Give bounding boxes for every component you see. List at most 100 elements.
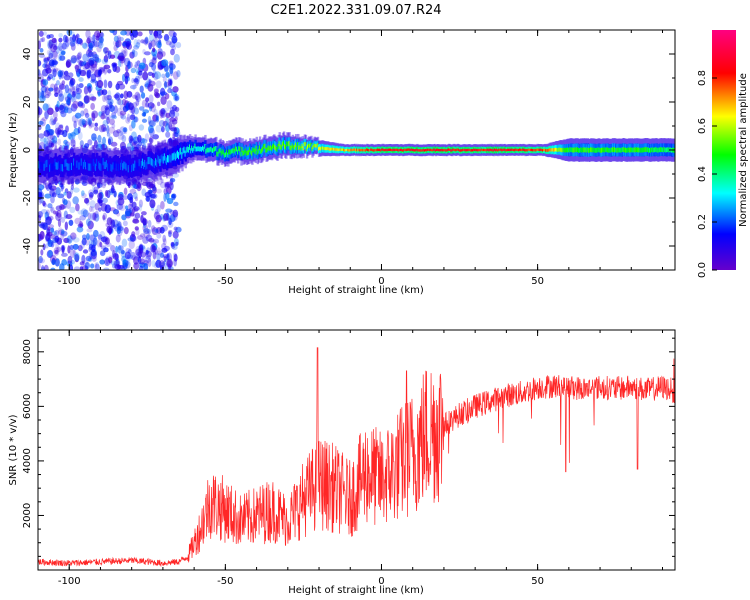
- snr-series-line: [38, 347, 675, 568]
- heatmap-noise-cell: [134, 77, 139, 87]
- heatmap-noise-cell: [38, 262, 41, 270]
- heatmap-noise-cell: [173, 53, 180, 63]
- heatmap-noise-cell: [102, 212, 108, 220]
- heatmap-noise-cell: [117, 197, 125, 206]
- heatmap-noise-cell: [147, 219, 152, 228]
- heatmap-noise-cell: [106, 125, 110, 134]
- heatmap-noise-cell: [69, 41, 76, 47]
- heatmap-noise-cell: [173, 238, 179, 247]
- heatmap-noise-cell: [74, 55, 81, 60]
- heatmap-noise-cell: [43, 264, 49, 270]
- heatmap-noise-cell: [133, 206, 140, 211]
- heatmap-noise-cell: [161, 73, 166, 78]
- heatmap-noise-cell: [131, 254, 137, 261]
- heatmap-noise-cell: [100, 113, 106, 120]
- heatmap-noise-cell: [63, 144, 70, 150]
- heatmap-noise-cell: [172, 230, 179, 239]
- heatmap-noise-cell: [169, 41, 176, 48]
- heatmap-noise-cell: [42, 103, 49, 111]
- heatmap-noise-cell: [76, 93, 82, 100]
- heatmap-noise-cell: [96, 182, 103, 188]
- heatmap-noise-cell: [151, 245, 157, 252]
- heatmap-noise-cell: [158, 259, 165, 269]
- heatmap-noise-cell: [51, 120, 57, 126]
- heatmap-noise-cell: [52, 45, 58, 51]
- heatmap-noise-cell: [161, 224, 168, 232]
- heatmap-noise-cell: [114, 223, 120, 232]
- heatmap-noise-cell: [134, 226, 139, 231]
- heatmap-noise-cell: [99, 241, 103, 248]
- heatmap-noise-cell: [58, 53, 62, 62]
- heatmap-noise-cell: [54, 235, 60, 243]
- heatmap-noise-cell: [40, 197, 45, 204]
- heatmap-noise-cell: [103, 267, 110, 270]
- heatmap-noise-cell: [70, 55, 77, 64]
- heatmap-noise-cell: [97, 234, 103, 240]
- heatmap-noise-cell: [44, 94, 50, 99]
- heatmap-noise-cell: [56, 210, 62, 218]
- heatmap-noise-cell: [171, 121, 175, 130]
- heatmap-noise-cell: [132, 94, 138, 99]
- heatmap-noise-cell: [110, 115, 117, 120]
- heatmap-noise-cell: [64, 106, 69, 114]
- heatmap-noise-cell: [152, 250, 157, 260]
- heatmap-noise-cell: [164, 171, 169, 176]
- heatmap-noise-cell: [38, 120, 44, 125]
- heatmap-noise-cell: [169, 78, 173, 87]
- heatmap-noise-cell: [104, 189, 109, 197]
- heatmap-noise-cell: [39, 48, 44, 53]
- heatmap-noise-cell: [69, 36, 73, 42]
- heatmap-noise-cell: [129, 30, 133, 37]
- heatmap-noise-cell: [174, 116, 178, 122]
- heatmap-noise-cell: [76, 72, 81, 78]
- heatmap-noise-cell: [51, 37, 57, 44]
- heatmap-noise-cell: [166, 258, 173, 268]
- snr-x-label: Height of straight line (km): [288, 585, 424, 596]
- heatmap-noise-cell: [138, 203, 143, 212]
- heatmap-noise-cell: [92, 229, 99, 238]
- heatmap-noise-cell: [80, 176, 86, 181]
- heatmap-noise-cell: [110, 260, 118, 266]
- heatmap-noise-cell: [116, 99, 124, 106]
- heatmap-noise-cell: [45, 209, 51, 217]
- heatmap-noise-cell: [135, 41, 141, 48]
- heatmap-noise-cell: [149, 106, 153, 112]
- heatmap-noise-cell: [158, 120, 166, 127]
- y-tick-label: -40: [22, 238, 33, 254]
- heatmap-noise-cell: [45, 146, 49, 153]
- heatmap-noise-cell: [38, 211, 43, 218]
- heatmap-noise-cell: [171, 119, 178, 125]
- heatmap-noise-cell: [101, 123, 107, 133]
- heatmap-noise-cell: [72, 90, 77, 96]
- heatmap-noise-cell: [59, 124, 64, 129]
- spectrogram-x-ticks: -100 -50 0 50: [37, 30, 664, 287]
- heatmap-noise-cell: [91, 205, 95, 212]
- heatmap-noise-cell: [89, 96, 97, 101]
- heatmap-noise-cell: [112, 209, 120, 215]
- colorbar-tick-label: 0.0: [697, 262, 708, 278]
- heatmap-noise-cell: [116, 226, 121, 235]
- heatmap-noise-cell: [41, 208, 48, 215]
- heatmap-noise-cell: [72, 100, 80, 109]
- heatmap-noise-cell: [106, 179, 112, 184]
- heatmap-noise-cell: [154, 208, 159, 215]
- heatmap-noise-cell: [109, 188, 116, 194]
- heatmap-noise-cell: [91, 51, 98, 59]
- heatmap-noise-cell: [160, 108, 166, 115]
- heatmap-noise-cell: [132, 30, 139, 38]
- heatmap-noise-cell: [54, 229, 60, 237]
- heatmap-noise-cell: [76, 226, 84, 233]
- heatmap-noise-cell: [56, 79, 60, 86]
- heatmap-noise-cell: [47, 203, 53, 209]
- heatmap-noise-cell: [107, 90, 112, 98]
- heatmap-noise-cell: [142, 218, 148, 226]
- heatmap-noise-cell: [157, 48, 163, 55]
- heatmap-noise-cell: [128, 135, 133, 144]
- heatmap-noise-cell: [165, 71, 170, 78]
- heatmap-noise-cell: [110, 141, 118, 147]
- heatmap-noise-cell: [54, 249, 59, 254]
- heatmap-noise-cell: [79, 266, 84, 270]
- heatmap-noise-cell: [46, 140, 53, 147]
- heatmap-noise-cell: [98, 111, 103, 117]
- heatmap-noise-cell: [76, 52, 82, 61]
